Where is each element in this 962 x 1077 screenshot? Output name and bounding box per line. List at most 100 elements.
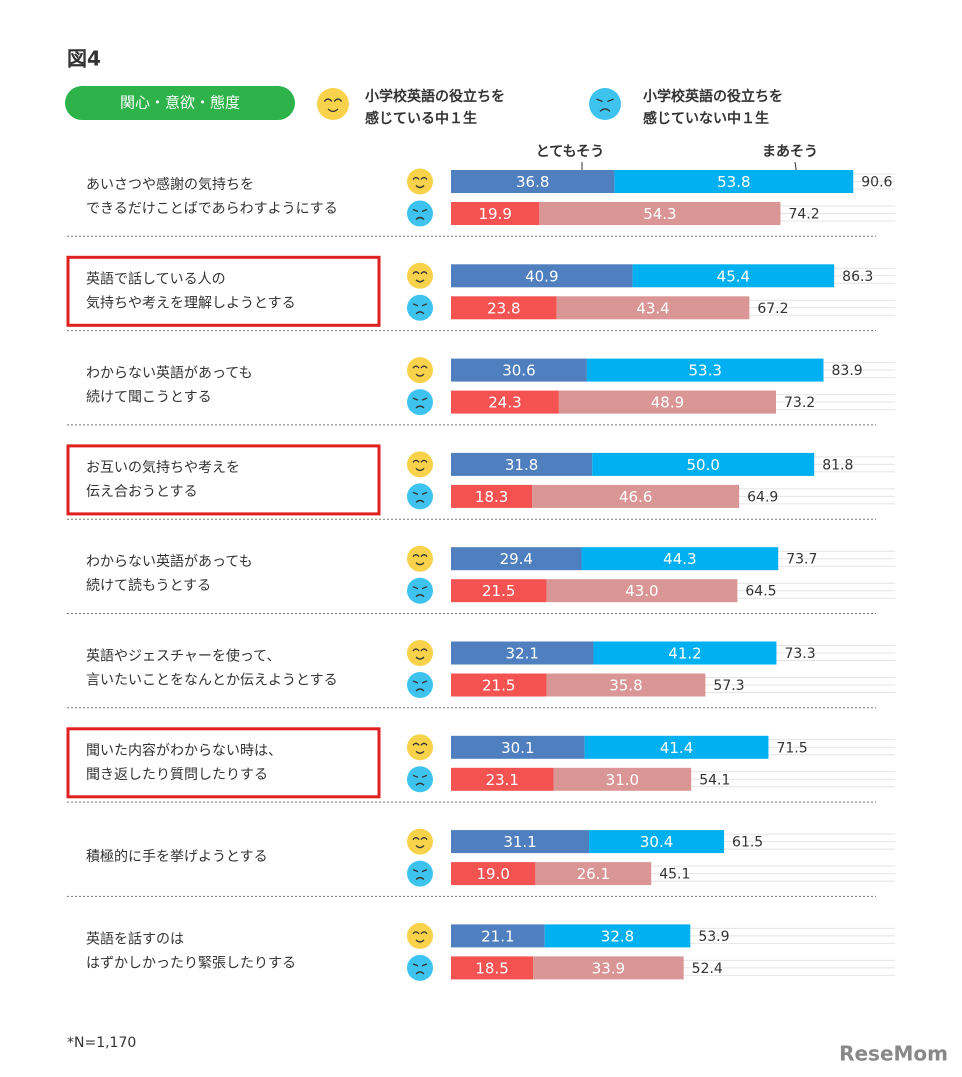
face-eye bbox=[412, 271, 428, 275]
legend-label: 感じている中１生 bbox=[365, 110, 477, 127]
face-eye bbox=[412, 303, 428, 307]
face-icon bbox=[407, 451, 433, 478]
face-mouth bbox=[415, 876, 425, 881]
bar-segment bbox=[614, 170, 854, 193]
note: *N=1,170 bbox=[67, 1035, 136, 1051]
bar-segment bbox=[451, 767, 554, 791]
value-label: 23.1 bbox=[486, 771, 519, 789]
value-label: 19.9 bbox=[478, 205, 511, 223]
face-mouth bbox=[415, 216, 425, 220]
bar-segment bbox=[544, 924, 691, 948]
face-icon bbox=[589, 88, 621, 120]
category-label: 英語やジェスチャーを使って、 bbox=[86, 648, 280, 665]
value-label: 43.0 bbox=[625, 582, 658, 600]
total-label: 67.2 bbox=[757, 301, 788, 317]
bar-segment bbox=[451, 484, 533, 508]
face-icon bbox=[407, 766, 433, 793]
value-label: 32.8 bbox=[601, 927, 634, 945]
value-label: 46.6 bbox=[619, 488, 652, 506]
value-label: 48.9 bbox=[651, 394, 684, 412]
value-label: 35.8 bbox=[609, 677, 642, 695]
highlight-box bbox=[66, 255, 381, 327]
total-label: 64.9 bbox=[747, 489, 778, 505]
bar-segment bbox=[558, 390, 777, 414]
face-mouth bbox=[415, 688, 425, 692]
value-label: 45.4 bbox=[717, 267, 750, 285]
bar-segment bbox=[451, 264, 633, 288]
face-eye bbox=[412, 648, 428, 652]
total-label: 90.6 bbox=[861, 175, 892, 191]
value-label: 41.2 bbox=[668, 645, 701, 663]
value-label: 50.0 bbox=[686, 456, 719, 474]
value-label: 43.4 bbox=[636, 299, 669, 317]
total-label: 61.5 bbox=[732, 835, 763, 851]
face-mouth bbox=[415, 311, 425, 315]
category-label: 英語を話すのは bbox=[86, 930, 184, 947]
total-label: 73.2 bbox=[784, 395, 815, 411]
face-eye bbox=[412, 365, 428, 369]
face-eye bbox=[412, 176, 428, 180]
category-label: 積極的に手を挙げようとする bbox=[86, 849, 268, 865]
bar-segment bbox=[535, 862, 652, 886]
value-label: 32.1 bbox=[506, 645, 539, 663]
value-label: 30.1 bbox=[501, 739, 534, 757]
value-label: 44.3 bbox=[663, 550, 696, 568]
face-mouth bbox=[415, 971, 425, 975]
bar-segment bbox=[451, 673, 547, 697]
bar-segment bbox=[539, 202, 781, 225]
bar-segment bbox=[451, 924, 545, 948]
category-label: できるだけことばであらわすようにする bbox=[86, 201, 338, 217]
total-label: 81.8 bbox=[822, 457, 853, 473]
face-mouth bbox=[415, 594, 425, 598]
category-label: 聞き返したり質問したりする bbox=[86, 767, 268, 783]
face-icon bbox=[407, 545, 433, 572]
total-label: 83.9 bbox=[832, 363, 863, 379]
category-label: 英語で話している人の bbox=[86, 270, 226, 287]
legend-label: 感じていない中１生 bbox=[643, 110, 769, 127]
category-label: あいさつや感謝の気持ちを bbox=[86, 176, 254, 193]
bar-segment bbox=[532, 484, 740, 508]
value-label: 18.3 bbox=[475, 488, 508, 506]
category-label: 気持ちや考えを理解しようとする bbox=[86, 295, 296, 311]
face-mouth bbox=[415, 405, 425, 409]
value-label: 54.3 bbox=[643, 205, 676, 223]
bar-segment bbox=[586, 358, 824, 382]
face-eye bbox=[412, 208, 428, 213]
face-icon bbox=[407, 860, 433, 887]
face-icon bbox=[407, 294, 433, 321]
bar-segment bbox=[553, 767, 692, 791]
face-icon bbox=[407, 357, 433, 384]
face-mouth bbox=[415, 782, 425, 786]
face-mouth bbox=[415, 939, 425, 943]
face-icon bbox=[407, 734, 433, 761]
value-label: 29.4 bbox=[500, 550, 533, 568]
face-mouth bbox=[415, 373, 425, 377]
total-label: 52.4 bbox=[692, 961, 723, 977]
bar-segment bbox=[546, 673, 706, 697]
category-label: 続けて聞こうとする bbox=[86, 389, 212, 406]
face-eye bbox=[412, 680, 428, 684]
bar-segment bbox=[593, 641, 777, 665]
value-label: 21.5 bbox=[482, 582, 515, 600]
bar-segment bbox=[533, 956, 684, 980]
face-icon bbox=[407, 922, 433, 949]
legend-label: 小学校英語の役立ちを bbox=[643, 88, 783, 105]
bar-segment bbox=[589, 830, 725, 854]
total-label: 73.7 bbox=[786, 552, 817, 568]
highlight-box bbox=[66, 727, 381, 799]
total-label: 53.9 bbox=[698, 929, 729, 945]
category-label: 伝え合おうとする bbox=[86, 484, 198, 500]
value-label: 41.4 bbox=[660, 739, 693, 757]
figure-label: 図4 bbox=[67, 47, 101, 71]
face-mouth bbox=[415, 656, 425, 660]
total-label: 74.2 bbox=[788, 207, 819, 223]
bar-segment bbox=[451, 547, 582, 571]
face-icon bbox=[407, 262, 433, 289]
bar-segment bbox=[451, 452, 593, 476]
value-label: 31.1 bbox=[503, 833, 536, 851]
face-eye bbox=[412, 774, 428, 778]
category-label: 続けて読もうとする bbox=[86, 577, 211, 594]
legend-label: 小学校英語の役立ちを bbox=[365, 88, 505, 105]
face-icon bbox=[317, 88, 349, 120]
